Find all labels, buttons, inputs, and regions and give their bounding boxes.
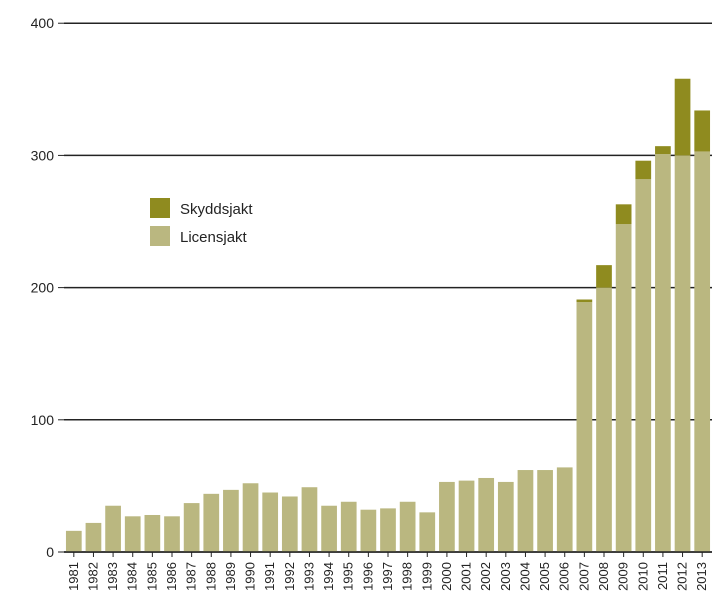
bar-skyddsjakt xyxy=(577,300,593,303)
x-tick-label: 1985 xyxy=(144,562,159,591)
bar-licensjakt xyxy=(439,482,455,552)
bar-licensjakt xyxy=(184,503,200,552)
bar-skyddsjakt xyxy=(596,265,612,287)
x-tick-label: 2011 xyxy=(655,562,670,590)
bar-skyddsjakt xyxy=(675,79,691,156)
bar-skyddsjakt xyxy=(655,146,671,154)
bar-licensjakt xyxy=(380,508,396,552)
legend-label-skydds: Skyddsjakt xyxy=(180,201,253,218)
x-tick-label: 1981 xyxy=(66,562,81,591)
x-tick-label: 2013 xyxy=(694,562,709,591)
bar-licensjakt xyxy=(223,490,239,552)
bar-licensjakt xyxy=(419,512,435,552)
x-tick-label: 1991 xyxy=(262,562,277,591)
x-tick-label: 1999 xyxy=(419,562,434,591)
bar-skyddsjakt xyxy=(635,161,651,180)
bar-licensjakt xyxy=(537,470,553,552)
x-tick-label: 1992 xyxy=(282,562,297,591)
x-tick-label: 2010 xyxy=(635,562,650,591)
x-tick-label: 1995 xyxy=(341,562,356,591)
x-tick-label: 1996 xyxy=(360,562,375,591)
x-tick-label: 1998 xyxy=(400,562,415,591)
bar-licensjakt xyxy=(675,155,691,552)
x-tick-label: 1988 xyxy=(203,562,218,591)
legend-swatch-skydds xyxy=(150,198,170,218)
x-tick-label: 2004 xyxy=(517,562,532,591)
x-tick-label: 1982 xyxy=(85,562,100,591)
x-tick-label: 1984 xyxy=(125,562,140,591)
bar-licensjakt xyxy=(243,483,259,552)
bar-licensjakt xyxy=(557,467,573,552)
y-tick-label: 400 xyxy=(31,15,55,31)
x-tick-label: 2005 xyxy=(537,562,552,591)
bar-licensjakt xyxy=(262,493,278,552)
x-tick-label: 2007 xyxy=(576,562,591,591)
bar-licensjakt xyxy=(655,154,671,552)
x-tick-label: 2012 xyxy=(675,562,690,591)
bar-licensjakt xyxy=(282,496,298,552)
legend-swatch-licens xyxy=(150,226,170,246)
bar-licensjakt xyxy=(400,502,416,552)
bar-licensjakt xyxy=(459,481,475,552)
x-tick-label: 1994 xyxy=(321,562,336,591)
x-tick-label: 2003 xyxy=(498,562,513,591)
legend-label-licens: Licensjakt xyxy=(180,229,248,246)
bar-licensjakt xyxy=(478,478,494,552)
bar-licensjakt xyxy=(86,523,102,552)
bar-licensjakt xyxy=(635,179,651,552)
y-tick-label: 200 xyxy=(31,280,55,296)
x-tick-label: 1993 xyxy=(301,562,316,591)
x-tick-label: 1986 xyxy=(164,562,179,591)
bar-licensjakt xyxy=(164,516,180,552)
bar-licensjakt xyxy=(361,510,377,552)
bar-licensjakt xyxy=(616,224,632,552)
bar-licensjakt xyxy=(321,506,337,552)
x-tick-label: 2001 xyxy=(459,562,474,591)
y-tick-label: 100 xyxy=(31,412,55,428)
x-tick-label: 2000 xyxy=(439,562,454,591)
x-tick-label: 1987 xyxy=(184,562,199,591)
x-tick-label: 2009 xyxy=(616,562,631,591)
bar-skyddsjakt xyxy=(694,110,710,151)
x-tick-label: 2008 xyxy=(596,562,611,591)
bar-licensjakt xyxy=(577,302,593,552)
bar-skyddsjakt xyxy=(616,204,632,224)
stacked-bar-chart: 0 100 200 300 400 1981 1982 1983 1984 1985 1986 198… xyxy=(0,0,720,606)
bar-licensjakt xyxy=(518,470,534,552)
bar-licensjakt xyxy=(341,502,357,552)
bar-licensjakt xyxy=(125,516,141,552)
y-tick-label: 0 xyxy=(46,544,54,560)
x-tick-label: 1997 xyxy=(380,562,395,591)
x-tick-label: 1989 xyxy=(223,562,238,591)
x-tick-label: 1990 xyxy=(243,562,258,591)
bar-licensjakt xyxy=(498,482,514,552)
bar-licensjakt xyxy=(105,506,121,552)
x-tick-label: 2006 xyxy=(557,562,572,591)
x-tick-label: 1983 xyxy=(105,562,120,591)
bar-licensjakt xyxy=(694,151,710,552)
bar-licensjakt xyxy=(145,515,161,552)
bar-licensjakt xyxy=(66,531,82,552)
bar-licensjakt xyxy=(203,494,219,552)
bar-licensjakt xyxy=(302,487,318,552)
bar-licensjakt xyxy=(596,288,612,552)
x-tick-label: 2002 xyxy=(478,562,493,591)
y-tick-label: 300 xyxy=(31,147,55,163)
